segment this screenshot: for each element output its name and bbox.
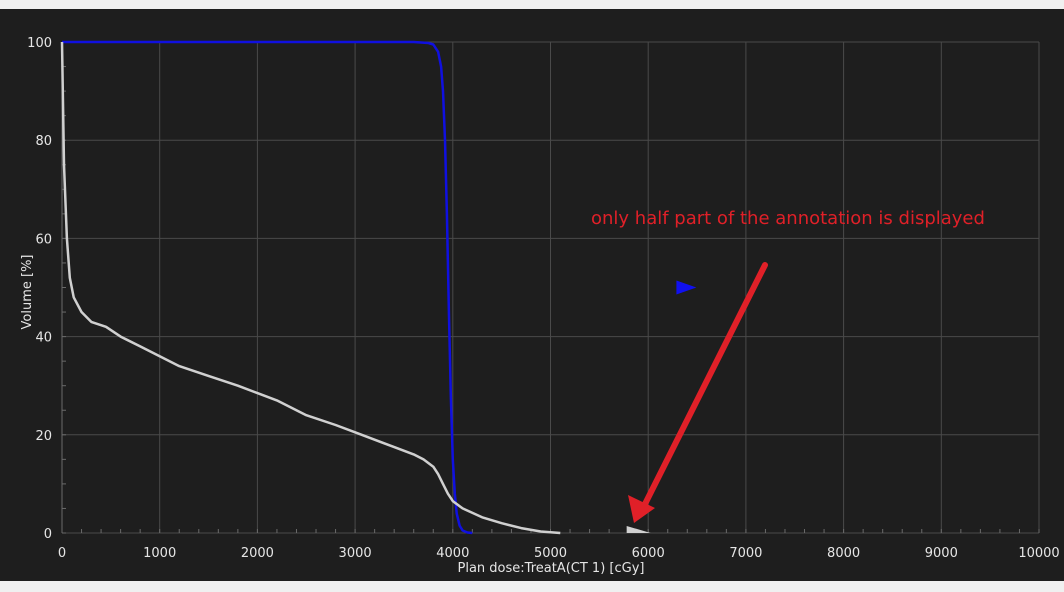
x-tick-label: 6000 [632,546,665,561]
x-tick-labels: 0 1000 2000 3000 4000 5000 6000 7000 8000 9000 100… [58,546,1060,561]
y-axis-title: Volume [%] [20,255,35,330]
red-arrow-icon [628,262,768,523]
series-line-0 [62,40,473,535]
x-tick-label: 5000 [534,546,567,561]
triangle-marker-icon [626,526,651,533]
y-tick-label: 60 [35,232,52,247]
triangle-marker-icon [676,280,697,295]
y-tick-labels: 0 20 40 60 80 100 [27,36,52,542]
y-tick-label: 40 [35,331,52,346]
chart-panel: 0 1000 2000 3000 4000 5000 6000 7000 8000 9000 100… [0,9,1064,581]
x-tick-label: 2000 [241,546,274,561]
y-tick-label: 100 [27,36,52,51]
y-tick-label: 0 [44,527,52,542]
marker-layer [626,280,697,533]
x-tick-label: 7000 [729,546,762,561]
x-tick-label: 3000 [339,546,372,561]
dvh-chart[interactable]: 0 1000 2000 3000 4000 5000 6000 7000 8000 9000 100… [0,9,1064,581]
series-line-1 [60,41,561,535]
x-tick-label: 9000 [925,546,958,561]
y-tick-label: 20 [35,429,52,444]
x-axis-title: Plan dose:TreatA(CT 1) [cGy] [458,561,645,576]
x-tick-label: 0 [58,546,66,561]
grid [61,41,1040,534]
x-tick-label: 10000 [1018,546,1059,561]
x-tick-label: 1000 [143,546,176,561]
series-layer [60,40,561,535]
x-tick-label: 8000 [827,546,860,561]
x-tick-label: 4000 [436,546,469,561]
annotation-text: only half part of the annotation is disp… [591,208,985,229]
annotation: only half part of the annotation is disp… [591,208,985,523]
y-tick-label: 80 [35,134,52,149]
